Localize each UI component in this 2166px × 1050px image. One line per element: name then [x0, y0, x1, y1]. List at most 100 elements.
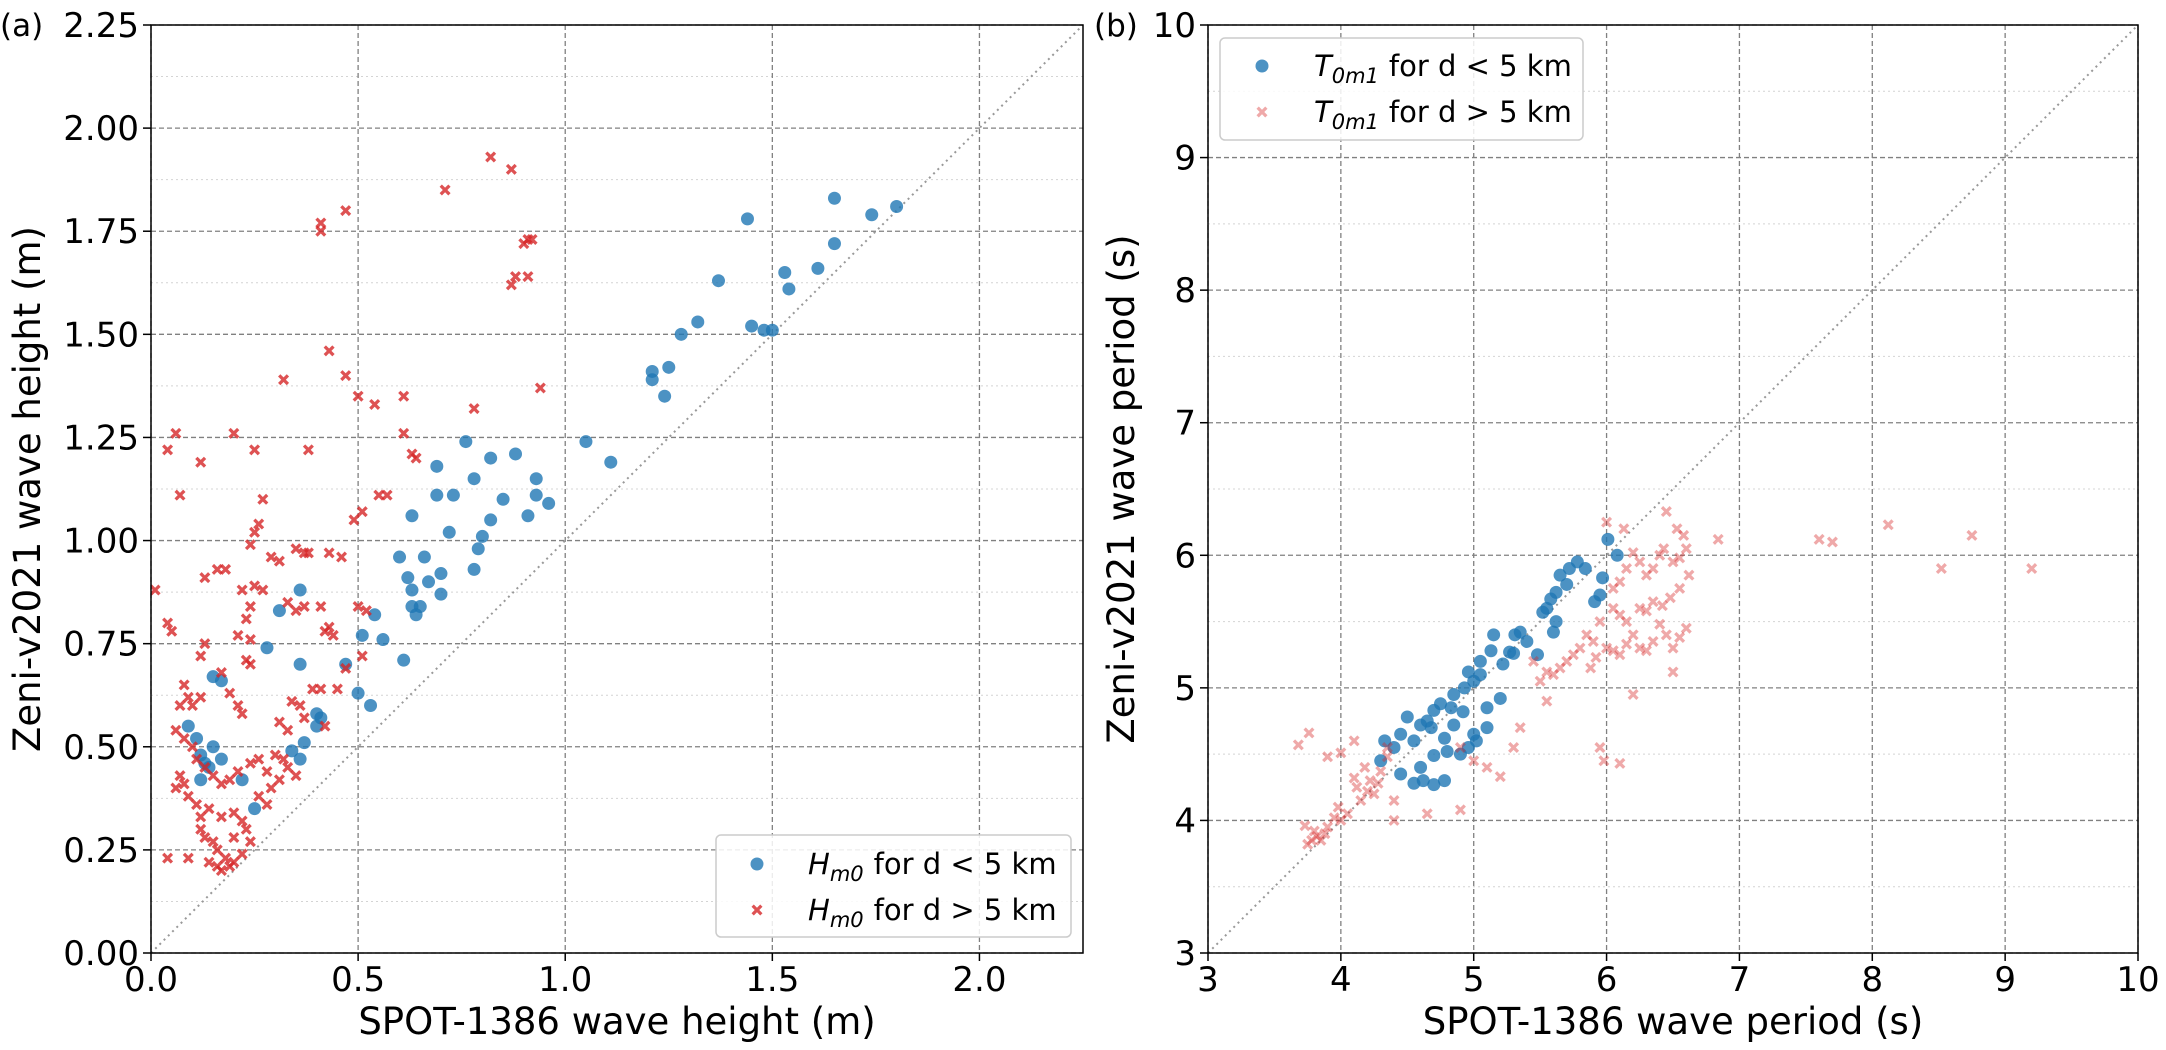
- point-b-s0-25: [1473, 654, 1487, 668]
- point-b-s1-3: [1966, 529, 1978, 541]
- point-a-s0-0: [890, 199, 904, 213]
- point-b-s0-41: [1378, 734, 1392, 748]
- y-tick-label-a-2: 0.50: [63, 728, 139, 768]
- point-a-s1-44: [336, 551, 348, 563]
- point-b-s0-59: [1407, 776, 1421, 790]
- point-a-s0-39: [422, 575, 436, 589]
- point-a-s0-67: [248, 802, 262, 816]
- point-a-s0-25: [496, 492, 510, 506]
- point-b-s1-77: [1381, 751, 1393, 763]
- point-a-s1-19: [468, 403, 480, 415]
- point-b-s1-65: [1541, 695, 1553, 707]
- y-tick-label-a-4: 1.00: [63, 522, 139, 562]
- x-tick-label-b-7: 10: [2116, 960, 2159, 1000]
- legend-entry-x-b: T0m1 for d > 5 km: [1314, 95, 1572, 134]
- point-b-s0-56: [1453, 747, 1467, 761]
- point-a-s0-15: [745, 319, 759, 333]
- point-b-s1-53: [1554, 662, 1566, 674]
- point-a-s1-13: [340, 370, 352, 382]
- point-a-s0-18: [579, 435, 593, 449]
- point-b-s0-14: [1549, 615, 1563, 629]
- y-tick-label-b-4: 7: [1174, 404, 1196, 444]
- point-b-s0-51: [1427, 748, 1441, 762]
- point-b-s0-7: [1562, 562, 1576, 576]
- point-a-s1-34: [257, 493, 269, 505]
- point-b-s1-50: [1574, 642, 1586, 654]
- point-b-s1-96: [1306, 834, 1318, 846]
- point-b-s0-24: [1484, 644, 1498, 658]
- point-a-s1-52: [240, 613, 252, 625]
- point-a-s1-24: [302, 444, 314, 456]
- point-b-s1-35: [1654, 618, 1666, 630]
- point-b-s0-4: [1593, 588, 1607, 602]
- point-b-s1-59: [1590, 651, 1602, 663]
- legend-marker-circle-b: [1255, 59, 1269, 73]
- point-a-s0-38: [434, 567, 448, 581]
- point-a-s1-132: [224, 860, 236, 872]
- point-a-s1-87: [273, 716, 285, 728]
- point-b-s1-37: [1640, 645, 1652, 657]
- point-b-s1-27: [1656, 600, 1668, 612]
- panel-a: 0.0 0.5 1.0 1.5 2.0 0.00 0.25 0.50 0.75 1.00 1.25 1…: [0, 6, 1084, 1043]
- point-b-s1-38: [1634, 642, 1646, 654]
- point-b-s1-11: [1678, 529, 1690, 541]
- point-b-s1-2: [1882, 519, 1894, 531]
- point-b-s1-30: [1634, 602, 1646, 614]
- point-b-s1-36: [1647, 635, 1659, 647]
- point-b-s1-86: [1348, 772, 1360, 784]
- marks-a: [151, 151, 904, 877]
- point-a-s1-11: [522, 271, 534, 283]
- point-b-s1-28: [1647, 596, 1659, 608]
- point-a-s1-120: [273, 774, 285, 786]
- legend-box-a: [715, 834, 1072, 938]
- point-b-s1-69: [1481, 761, 1493, 773]
- point-b-s1-14: [1667, 556, 1679, 568]
- legend-b: T0m1 for d < 5 km T0m1 for d > 5 km: [1219, 37, 1584, 141]
- point-b-s1-67: [1508, 742, 1520, 754]
- point-b-s0-31: [1444, 701, 1458, 715]
- point-a-s1-102: [261, 766, 273, 778]
- point-b-s1-85: [1351, 781, 1363, 793]
- point-a-s0-42: [405, 509, 419, 523]
- point-a-s1-32: [356, 506, 368, 518]
- point-a-s0-54: [339, 657, 353, 671]
- point-a-s1-30: [381, 489, 393, 501]
- x-tick-label-a-0: 0.0: [124, 960, 178, 1000]
- point-b-s1-34: [1660, 629, 1672, 641]
- point-b-s1-57: [1528, 655, 1539, 667]
- point-b-s1-8: [1618, 523, 1630, 535]
- panel-label-b: (b): [1094, 8, 1138, 44]
- point-b-s1-61: [1627, 688, 1639, 700]
- point-b-s0-33: [1427, 703, 1441, 717]
- point-b-s1-72: [1454, 804, 1466, 816]
- point-a-s0-44: [401, 571, 415, 585]
- point-a-s1-60: [232, 629, 244, 641]
- point-a-s1-66: [360, 605, 372, 617]
- legend-entry-x-a: Hm0 for d > 5 km: [808, 893, 1057, 932]
- point-a-s0-35: [430, 459, 444, 473]
- point-a-s1-57: [151, 584, 161, 596]
- y-axis-label-a: Zeni-v2021 wave height (m): [6, 226, 49, 752]
- point-b-s1-45: [1614, 609, 1626, 621]
- legend-entry-circle-b: T0m1 for d < 5 km: [1314, 49, 1572, 88]
- point-a-s1-125: [220, 852, 232, 864]
- point-a-s1-85: [331, 683, 343, 695]
- point-a-s1-82: [294, 700, 306, 712]
- point-a-s1-101: [253, 753, 265, 765]
- point-a-s0-63: [293, 752, 307, 766]
- point-a-s1-79: [232, 700, 244, 712]
- point-a-s1-103: [269, 749, 281, 761]
- point-a-s1-45: [220, 563, 232, 575]
- point-a-s1-77: [195, 691, 207, 703]
- point-a-s1-69: [199, 638, 211, 650]
- point-a-s1-42: [273, 555, 285, 567]
- point-a-s1-135: [228, 832, 240, 844]
- point-a-s1-124: [211, 844, 223, 856]
- point-b-s1-98: [1299, 820, 1311, 832]
- y-tick-label-a-1: 0.25: [63, 831, 139, 871]
- point-b-s0-43: [1456, 705, 1470, 719]
- point-b-s1-76: [1348, 735, 1360, 747]
- point-b-s1-44: [1621, 616, 1632, 628]
- point-a-s0-58: [293, 657, 307, 671]
- point-b-s1-1: [1826, 536, 1838, 548]
